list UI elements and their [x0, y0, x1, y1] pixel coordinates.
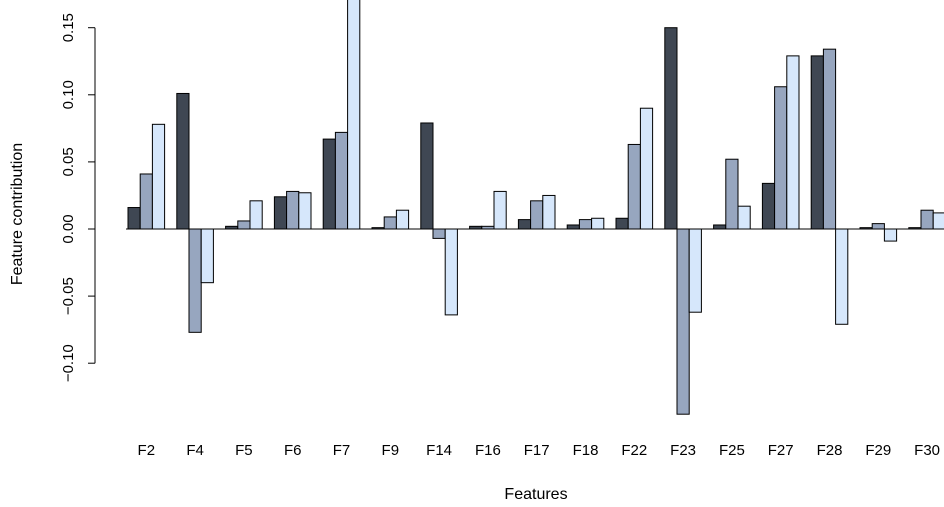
x-tick-label-f28: F28: [817, 442, 843, 459]
bar-f29-series-3: [883, 228, 898, 242]
bar-f28-series-1: [810, 55, 824, 230]
bar-f25-series-3: [737, 205, 751, 230]
bar-f27-series-1: [761, 182, 776, 230]
x-tick-labels: F2 F4 F5 F6 F7 F9 F14 F16 F17 F18 F22 F23 F25 F27 F28 F…: [138, 442, 940, 459]
bar-f6-series-3: [298, 192, 312, 230]
x-tick-label-f22: F22: [621, 442, 647, 459]
bar-f2-series-2: [139, 173, 153, 230]
x-tick-label-f30: F30: [914, 442, 940, 459]
bar-f17-series-1: [517, 219, 532, 230]
bar-f14-series-3: [444, 228, 458, 316]
x-tick-label-f29: F29: [865, 442, 891, 459]
bar-f9-series-3: [395, 209, 410, 230]
bar-f23-series-3: [688, 228, 702, 313]
y-axis: −0.10 −0.05 0.00 0.05 0.10 0.15: [60, 13, 96, 382]
bar-f7-series-2: [334, 131, 349, 230]
bar-f2-series-1: [127, 207, 141, 230]
bar-f5-series-3: [249, 200, 263, 230]
bar-f17-series-2: [530, 200, 544, 230]
bar-f22-series-3: [639, 107, 654, 230]
x-tick-label-f5: F5: [235, 442, 253, 459]
bar-f27-series-3: [786, 55, 800, 230]
bar-f6-series-2: [286, 190, 300, 230]
x-tick-label-f4: F4: [186, 442, 204, 459]
bar-f27-series-2: [774, 86, 788, 230]
x-tick-label-f18: F18: [573, 442, 599, 459]
bar-f4-series-3: [200, 228, 214, 284]
y-tick-label: −0.10: [60, 344, 77, 382]
x-tick-label-f16: F16: [475, 442, 501, 459]
bar-f9-series-2: [383, 216, 397, 230]
bar-f25-series-2: [725, 158, 739, 230]
x-tick-label-f7: F7: [333, 442, 351, 459]
bar-f2-series-3: [151, 123, 166, 230]
x-tick-label-f14: F14: [426, 442, 452, 459]
bar-f25-series-1: [713, 224, 727, 230]
bar-f6-series-1: [273, 196, 288, 230]
bars-group: [127, 0, 944, 415]
bar-f18-series-3: [591, 217, 605, 230]
x-tick-label-f27: F27: [768, 442, 794, 459]
y-tick-label: 0.10: [60, 80, 77, 109]
x-tick-label-f9: F9: [382, 442, 400, 459]
bar-f14-series-2: [432, 228, 446, 239]
bar-f5-series-2: [237, 220, 251, 230]
bar-f7-series-3: [347, 0, 361, 230]
y-axis-title: Feature contribution: [9, 143, 26, 285]
bar-f23-series-1: [664, 27, 678, 230]
bar-f16-series-3: [493, 190, 507, 230]
bar-f28-series-3: [835, 228, 849, 325]
bar-f30-series-3: [932, 212, 944, 230]
bar-f7-series-1: [322, 138, 336, 230]
bar-f30-series-2: [920, 209, 934, 230]
bar-f22-series-1: [615, 217, 629, 230]
bar-f4-series-2: [188, 228, 202, 333]
y-tick-label: 0.05: [60, 147, 77, 176]
y-tick-label: −0.05: [60, 277, 77, 315]
x-tick-label-f25: F25: [719, 442, 745, 459]
y-tick-label: 0.00: [60, 214, 77, 243]
bar-f23-series-2: [676, 228, 690, 415]
bar-f18-series-2: [578, 219, 593, 230]
bar-f18-series-1: [566, 224, 580, 230]
bar-f29-series-2: [871, 223, 885, 230]
bar-f22-series-2: [627, 143, 641, 230]
x-tick-label-f17: F17: [524, 442, 550, 459]
x-tick-label-f6: F6: [284, 442, 302, 459]
bar-f28-series-2: [822, 48, 837, 230]
bar-f17-series-3: [542, 194, 556, 230]
x-tick-label-f23: F23: [670, 442, 696, 459]
x-axis-title: Features: [504, 486, 567, 503]
x-tick-label-f2: F2: [138, 442, 156, 459]
bar-f14-series-1: [420, 122, 434, 230]
y-tick-label: 0.15: [60, 13, 77, 42]
bar-f4-series-1: [176, 92, 190, 230]
